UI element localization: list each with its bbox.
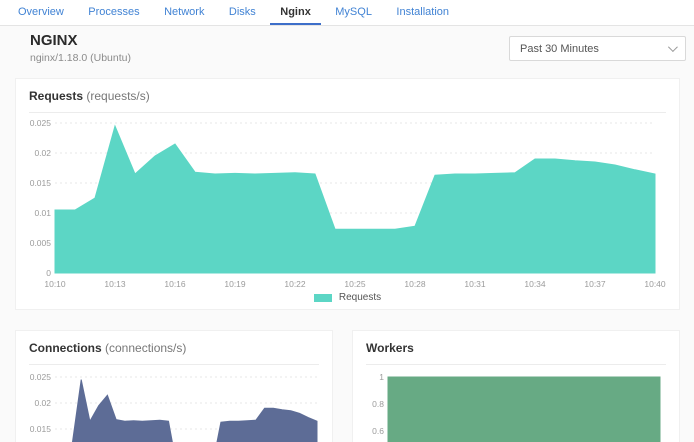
workers-chart-title: Workers xyxy=(366,341,666,355)
requests-legend: Requests xyxy=(29,292,666,303)
svg-text:10:34: 10:34 xyxy=(524,279,546,289)
svg-text:0: 0 xyxy=(46,268,51,278)
requests-chart-unit: (requests/s) xyxy=(86,89,150,103)
svg-text:0.025: 0.025 xyxy=(30,118,52,128)
tab-overview[interactable]: Overview xyxy=(18,6,64,18)
svg-text:1: 1 xyxy=(379,372,384,382)
time-range-value: Past 30 Minutes xyxy=(520,42,599,55)
requests-card: Requests (requests/s) 0.025 0.02 0.015 0.01… xyxy=(15,78,680,310)
workers-card: Workers 10.80.60.40.20 xyxy=(352,330,680,442)
page-title: NGINX xyxy=(30,32,78,49)
svg-text:10:16: 10:16 xyxy=(164,279,186,289)
tab-processes[interactable]: Processes xyxy=(88,6,140,18)
chevron-down-icon xyxy=(667,42,678,53)
connections-card: Connections (connections/s) 0.025 0.02 0.0… xyxy=(15,330,333,442)
requests-chart[interactable]: 0.025 0.02 0.015 0.01 0.005 010:10 10:13 10:16 1… xyxy=(29,115,667,291)
top-tab-bar: Overview Processes Network Disks Nginx M… xyxy=(0,0,694,26)
tab-installation[interactable]: Installation xyxy=(396,6,449,18)
svg-text:10:19: 10:19 xyxy=(224,279,246,289)
divider xyxy=(29,364,319,365)
divider xyxy=(29,112,666,113)
svg-text:10:40: 10:40 xyxy=(644,279,666,289)
svg-text:0.02: 0.02 xyxy=(34,398,51,408)
svg-text:10:22: 10:22 xyxy=(284,279,306,289)
time-range-select[interactable]: Past 30 Minutes xyxy=(509,36,686,61)
svg-text:10:10: 10:10 xyxy=(44,279,66,289)
svg-text:0.01: 0.01 xyxy=(34,208,51,218)
svg-text:10:31: 10:31 xyxy=(464,279,486,289)
legend-swatch-requests xyxy=(313,293,332,302)
connections-chart-unit: (connections/s) xyxy=(105,341,187,355)
connections-chart-title-text: Connections xyxy=(29,341,102,355)
divider xyxy=(366,364,666,365)
svg-text:0.02: 0.02 xyxy=(34,148,51,158)
workers-chart-title-text: Workers xyxy=(366,341,414,355)
requests-chart-title-text: Requests xyxy=(29,89,84,103)
svg-text:0.6: 0.6 xyxy=(372,426,384,436)
svg-text:0.015: 0.015 xyxy=(30,424,52,434)
svg-text:0.005: 0.005 xyxy=(30,238,52,248)
legend-label-requests[interactable]: Requests xyxy=(338,292,382,303)
svg-text:10:28: 10:28 xyxy=(404,279,426,289)
tab-network[interactable]: Network xyxy=(164,6,205,18)
svg-text:0.015: 0.015 xyxy=(30,178,52,188)
svg-text:0.8: 0.8 xyxy=(372,399,384,409)
page-subtitle: nginx/1.18.0 (Ubuntu) xyxy=(30,52,131,64)
tab-nginx[interactable]: Nginx xyxy=(270,0,321,25)
requests-chart-title: Requests (requests/s) xyxy=(29,89,666,103)
tab-mysql[interactable]: MySQL xyxy=(335,6,372,18)
svg-text:10:13: 10:13 xyxy=(104,279,126,289)
tab-disks[interactable]: Disks xyxy=(228,6,256,18)
connections-chart-title: Connections (connections/s) xyxy=(29,341,319,355)
svg-text:10:25: 10:25 xyxy=(344,279,366,289)
svg-text:10:37: 10:37 xyxy=(584,279,606,289)
svg-text:0.025: 0.025 xyxy=(30,372,52,382)
workers-chart[interactable]: 10.80.60.40.20 xyxy=(366,367,666,442)
